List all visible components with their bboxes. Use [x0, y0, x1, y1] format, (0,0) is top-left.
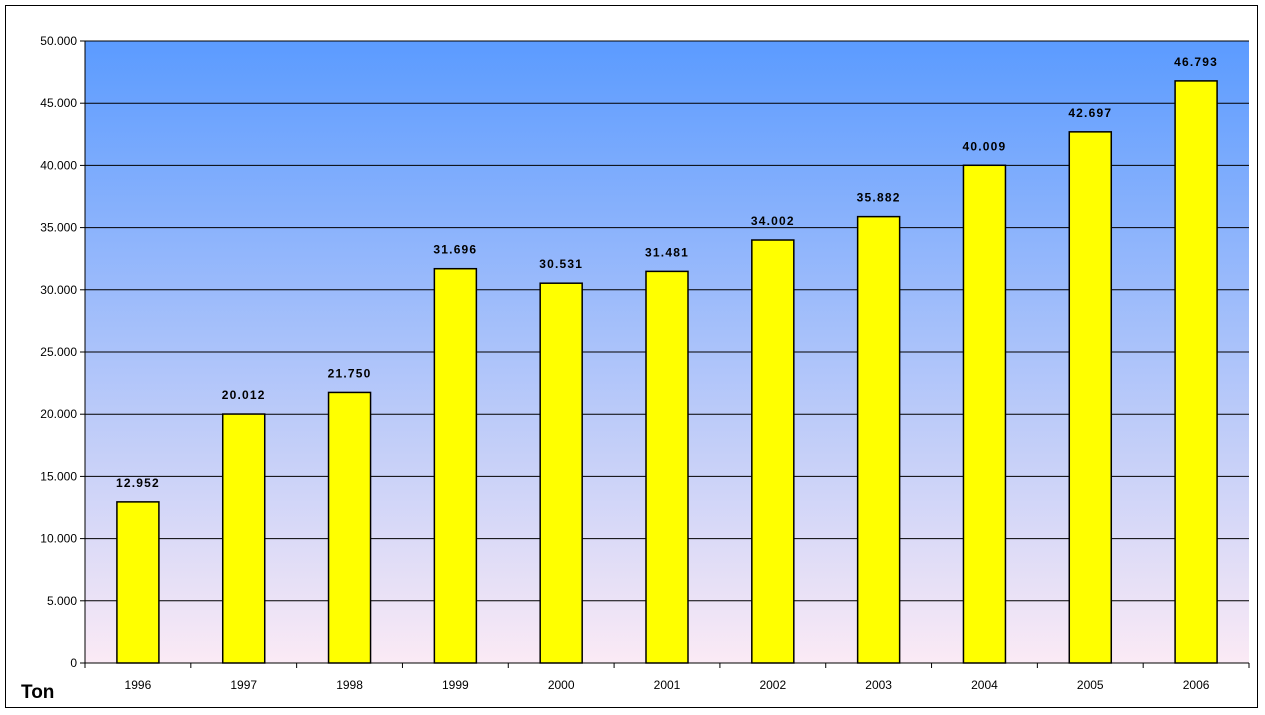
- y-tick-label: 10.000: [40, 532, 77, 546]
- data-label: 31.696: [433, 243, 477, 257]
- axes: 0 5.000 10.000 15.000 20.000 25.000 30.000 35.0…: [40, 34, 1250, 692]
- chart-frame: 0 5.000 10.000 15.000 20.000 25.000 30.000 35.0…: [5, 5, 1258, 708]
- bar-2005: [1068, 131, 1113, 664]
- bar-1996: [116, 501, 160, 664]
- bar-2006: [1174, 80, 1218, 664]
- y-tick-label: 5.000: [47, 594, 77, 608]
- data-labels: 12.952 20.012 21.750 31.696 30.531 31.481 34.0…: [116, 55, 1218, 490]
- y-tick-label: 40.000: [40, 158, 77, 172]
- bar-chart: 0 5.000 10.000 15.000 20.000 25.000 30.000 35.0…: [21, 34, 1250, 703]
- data-label: 21.750: [328, 366, 372, 380]
- data-label: 30.531: [539, 257, 583, 271]
- bars: [116, 80, 1218, 664]
- x-tick-label: 1996: [125, 678, 152, 692]
- bar-2003: [856, 215, 901, 664]
- bar-2001: [645, 270, 689, 664]
- y-tick-label: 25.000: [40, 345, 77, 359]
- x-tick-label: 2002: [759, 678, 786, 692]
- bar-1999: [433, 267, 478, 664]
- y-tick-label: 15.000: [40, 469, 77, 483]
- y-tick-label: 0: [70, 656, 77, 670]
- x-tick-label: 2005: [1077, 678, 1104, 692]
- y-tick-label: 30.000: [40, 283, 77, 297]
- data-label: 35.882: [857, 191, 901, 205]
- y-tick-label: 50.000: [40, 34, 77, 48]
- data-label: 12.952: [116, 476, 160, 490]
- x-tick-label: 2003: [865, 678, 892, 692]
- x-tick-label: 1999: [442, 678, 469, 692]
- y-tick-label: 45.000: [40, 96, 77, 110]
- y-axis-label: Ton: [21, 682, 54, 703]
- data-label: 34.002: [751, 214, 795, 228]
- data-label: 20.012: [222, 388, 266, 402]
- bar-1998: [327, 391, 372, 664]
- y-tick-label: 35.000: [40, 221, 77, 235]
- x-tick-label: 2006: [1183, 678, 1210, 692]
- bar-2000: [539, 282, 583, 664]
- x-tick-label: 2001: [654, 678, 681, 692]
- bar-1997: [221, 413, 266, 664]
- x-tick-label: 1997: [230, 678, 257, 692]
- x-tick-label: 2004: [971, 678, 998, 692]
- y-tick-label: 20.000: [40, 407, 77, 421]
- data-label: 46.793: [1174, 55, 1218, 69]
- data-label: 40.009: [963, 139, 1007, 153]
- x-tick-label: 2000: [548, 678, 575, 692]
- data-label: 42.697: [1068, 106, 1112, 120]
- bar-2002: [751, 239, 795, 664]
- bar-2004: [962, 164, 1007, 664]
- data-label: 31.481: [645, 245, 689, 259]
- x-tick-label: 1998: [336, 678, 363, 692]
